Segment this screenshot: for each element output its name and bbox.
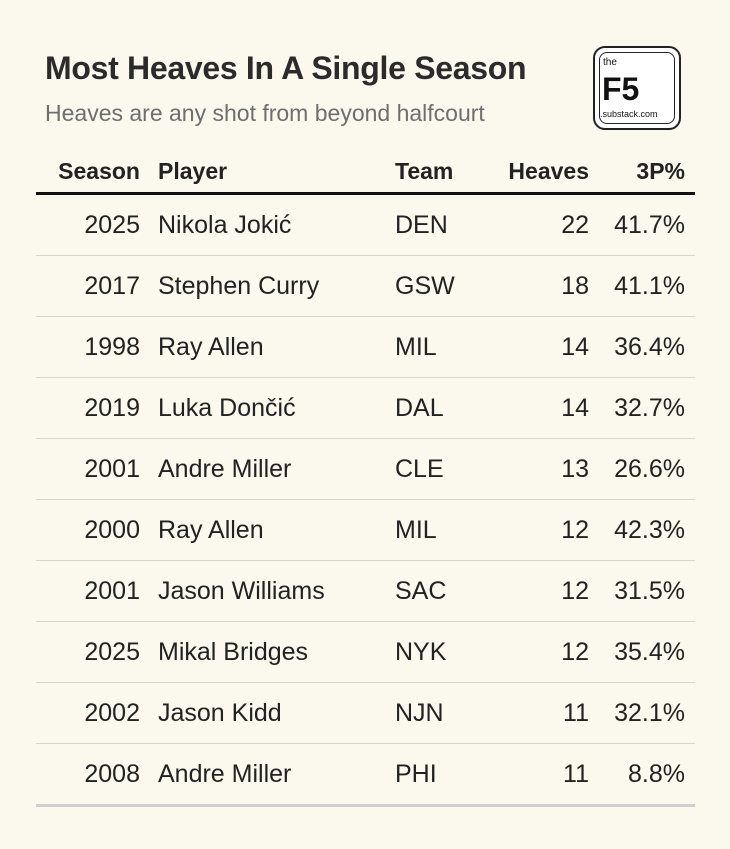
cell-team: MIL — [395, 316, 485, 378]
cell-season: 2000 — [36, 499, 158, 561]
cell-player: Andre Miller — [158, 743, 395, 807]
cell-player: Ray Allen — [158, 499, 395, 561]
cell-3p-pct: 41.1% — [589, 255, 695, 317]
cell-season: 2025 — [36, 621, 158, 683]
cell-player: Jason Kidd — [158, 682, 395, 744]
cell-player: Mikal Bridges — [158, 621, 395, 683]
column-header-heaves: Heaves — [485, 150, 589, 195]
cell-3p-pct: 32.7% — [589, 377, 695, 439]
cell-heaves: 12 — [485, 499, 589, 561]
table-row: 2008 Andre Miller PHI 11 8.8% — [36, 743, 695, 807]
cell-season: 2019 — [36, 377, 158, 439]
cell-3p-pct: 42.3% — [589, 499, 695, 561]
table-row: 2019 Luka Dončić DAL 14 32.7% — [36, 377, 695, 439]
logo-the: the — [603, 57, 617, 68]
column-header-team: Team — [395, 150, 485, 195]
cell-team: MIL — [395, 499, 485, 561]
column-header-player: Player — [158, 150, 395, 195]
cell-heaves: 11 — [485, 743, 589, 807]
cell-3p-pct: 31.5% — [589, 560, 695, 622]
table-row: 2001 Jason Williams SAC 12 31.5% — [36, 560, 695, 622]
heaves-table: Season Player Team Heaves 3P% 2025 Nikola… — [36, 150, 695, 807]
cell-season: 2025 — [36, 193, 158, 256]
cell-3p-pct: 8.8% — [589, 743, 695, 807]
cell-team: NYK — [395, 621, 485, 683]
cell-heaves: 18 — [485, 255, 589, 317]
table-row: 2001 Andre Miller CLE 13 26.6% — [36, 438, 695, 500]
cell-team: GSW — [395, 255, 485, 317]
cell-team: DAL — [395, 377, 485, 439]
table-body: 2025 Nikola Jokić DEN 22 41.7% 2017 Stephen Cu… — [36, 193, 695, 807]
table-row: 2002 Jason Kidd NJN 11 32.1% — [36, 682, 695, 744]
cell-player: Jason Williams — [158, 560, 395, 622]
cell-team: CLE — [395, 438, 485, 500]
cell-3p-pct: 36.4% — [589, 316, 695, 378]
cell-team: PHI — [395, 743, 485, 807]
cell-player: Luka Dončić — [158, 377, 395, 439]
cell-heaves: 22 — [485, 193, 589, 256]
header-row: Season Player Team Heaves 3P% — [36, 150, 695, 195]
cell-team: DEN — [395, 193, 485, 256]
cell-season: 2001 — [36, 560, 158, 622]
page-subtitle: Heaves are any shot from beyond halfcour… — [45, 100, 485, 126]
logo-name: F5 — [602, 71, 640, 107]
cell-3p-pct: 35.4% — [589, 621, 695, 683]
cell-season: 2017 — [36, 255, 158, 317]
table-row: 2025 Mikal Bridges NYK 12 35.4% — [36, 621, 695, 683]
cell-heaves: 11 — [485, 682, 589, 744]
page-title: Most Heaves In A Single Season — [45, 50, 527, 86]
f5-logo: the F5 .substack.com — [593, 46, 681, 130]
table-row: 1998 Ray Allen MIL 14 36.4% — [36, 316, 695, 378]
cell-team: SAC — [395, 560, 485, 622]
column-header-3p-pct: 3P% — [589, 150, 695, 195]
cell-season: 1998 — [36, 316, 158, 378]
column-header-season: Season — [36, 150, 158, 195]
logo-border — [599, 52, 675, 124]
cell-heaves: 13 — [485, 438, 589, 500]
cell-player: Nikola Jokić — [158, 193, 395, 256]
cell-player: Ray Allen — [158, 316, 395, 378]
cell-3p-pct: 32.1% — [589, 682, 695, 744]
cell-heaves: 14 — [485, 377, 589, 439]
cell-team: NJN — [395, 682, 485, 744]
cell-3p-pct: 41.7% — [589, 193, 695, 256]
cell-player: Stephen Curry — [158, 255, 395, 317]
cell-season: 2001 — [36, 438, 158, 500]
cell-player: Andre Miller — [158, 438, 395, 500]
table-row: 2000 Ray Allen MIL 12 42.3% — [36, 499, 695, 561]
cell-3p-pct: 26.6% — [589, 438, 695, 500]
cell-season: 2002 — [36, 682, 158, 744]
logo-domain: .substack.com — [600, 109, 658, 119]
table-row: 2017 Stephen Curry GSW 18 41.1% — [36, 255, 695, 317]
cell-heaves: 14 — [485, 316, 589, 378]
table-row: 2025 Nikola Jokić DEN 22 41.7% — [36, 193, 695, 256]
cell-heaves: 12 — [485, 621, 589, 683]
cell-heaves: 12 — [485, 560, 589, 622]
cell-season: 2008 — [36, 743, 158, 807]
